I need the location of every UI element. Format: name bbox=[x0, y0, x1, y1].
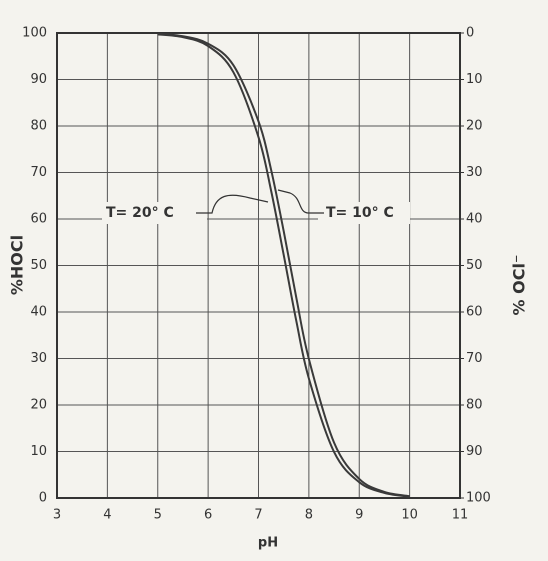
x-tick-label: 5 bbox=[154, 508, 162, 523]
x-tick-label: 4 bbox=[103, 508, 111, 523]
y-tick-label: 40 bbox=[30, 305, 47, 320]
y-tick-label: 10 bbox=[30, 444, 47, 459]
annotation-bg bbox=[102, 202, 207, 224]
y2-tick-label: 40 bbox=[466, 212, 483, 227]
x-tick-label: 6 bbox=[204, 508, 212, 523]
y2-tick-label: 30 bbox=[466, 165, 483, 180]
y-axis-label: %HOCl bbox=[8, 235, 27, 295]
x-tick-label: 8 bbox=[305, 508, 313, 523]
y-tick-label: 20 bbox=[30, 398, 47, 413]
x-axis-label: pH bbox=[258, 536, 278, 551]
x-tick-label: 10 bbox=[401, 508, 418, 523]
y2-tick-label: 20 bbox=[466, 119, 483, 134]
y-tick-label: 90 bbox=[30, 72, 47, 87]
x-tick-label: 3 bbox=[53, 508, 61, 523]
y2-axis-label: % OCl⁻ bbox=[510, 255, 529, 316]
y2-tick-label: 100 bbox=[466, 491, 491, 506]
y2-tick-label: 70 bbox=[466, 351, 483, 366]
y-tick-label: 70 bbox=[30, 165, 47, 180]
y-tick-label: 30 bbox=[30, 351, 47, 366]
annotation-leader bbox=[196, 194, 269, 214]
y2-tick-label: 0 bbox=[466, 26, 474, 41]
x-tick-label: 11 bbox=[452, 508, 469, 523]
y2-tick-label: 80 bbox=[466, 398, 483, 413]
y2-tick-label: 50 bbox=[466, 258, 483, 273]
x-tick-label: 9 bbox=[355, 508, 363, 523]
annotation-leader bbox=[277, 189, 324, 214]
y-tick-label: 60 bbox=[30, 212, 47, 227]
y-tick-label: 80 bbox=[30, 119, 47, 134]
y2-tick-label: 60 bbox=[466, 305, 483, 320]
annotation: T= 10° C bbox=[326, 205, 394, 221]
y-tick-label: 50 bbox=[30, 258, 47, 273]
x-tick-label: 7 bbox=[254, 508, 262, 523]
y-tick-label: 100 bbox=[22, 26, 47, 41]
curve bbox=[157, 32, 410, 498]
y-tick-label: 0 bbox=[39, 491, 47, 506]
annotation: T= 20° C bbox=[106, 205, 174, 221]
annotation-bg bbox=[318, 202, 410, 224]
y2-tick-label: 90 bbox=[466, 444, 483, 459]
curve bbox=[157, 33, 410, 498]
y2-tick-label: 10 bbox=[466, 72, 483, 87]
